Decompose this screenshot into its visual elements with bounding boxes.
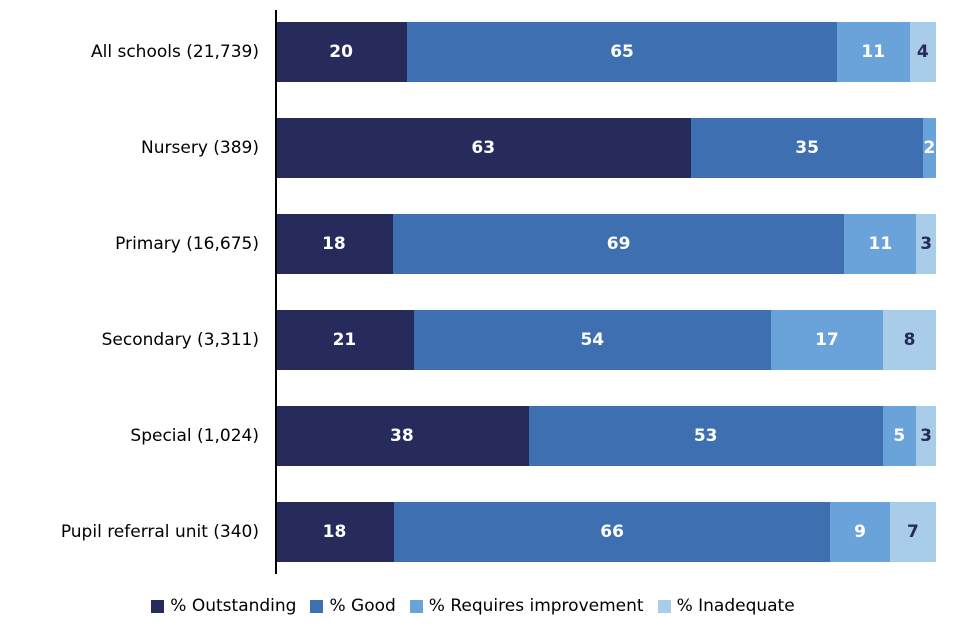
chart-row: Secondary (3,311) 21 54 17 8	[10, 310, 936, 370]
segment-value-label: 63	[471, 138, 496, 158]
legend-label: % Inadequate	[676, 596, 795, 616]
category-label: Pupil referral unit (340)	[60, 522, 259, 542]
bar-track: 20 65 11 4	[275, 22, 936, 82]
segment-value-label: 8	[903, 330, 916, 350]
segment-value-label: 21	[332, 330, 357, 350]
legend-item-good: % Good	[310, 596, 396, 616]
segment-value-label: 17	[815, 330, 839, 350]
legend-item-inadequate: % Inadequate	[657, 596, 795, 616]
legend-swatch-inadequate	[657, 599, 671, 613]
segment-value-label: 5	[893, 426, 906, 446]
bar-track: 21 54 17 8	[275, 310, 936, 370]
bar-segment-good: 65	[407, 22, 837, 82]
legend-swatch-requires-improvement	[409, 599, 423, 613]
segment-value-label: 38	[390, 426, 414, 446]
segment-value-label: 18	[322, 522, 347, 542]
segment-value-label: 11	[868, 234, 893, 254]
bar-segment-requires-improvement: 9	[830, 502, 890, 562]
segment-value-label: 54	[580, 330, 605, 350]
segment-value-label: 66	[600, 522, 624, 542]
bar-segment-good: 66	[393, 502, 831, 562]
segment-value-label: 3	[920, 426, 932, 446]
plot-area: All schools (21,739) 20 65 11 4 Nursery (389)…	[10, 6, 937, 580]
segment-value-label: 2	[923, 138, 936, 158]
segment-value-label: 53	[693, 426, 718, 446]
bar-track: 38 53 5 3	[275, 406, 937, 466]
bar-segment-good: 53	[528, 406, 883, 466]
segment-value-label: 9	[854, 522, 866, 542]
segment-value-label: 20	[329, 42, 353, 62]
segment-value-label: 11	[861, 42, 886, 62]
bar-segment-outstanding: 63	[275, 118, 692, 178]
segment-value-label: 3	[920, 234, 933, 254]
legend-label: % Good	[329, 596, 396, 616]
bar-segment-inadequate: 3	[916, 214, 936, 274]
legend-label: % Requires improvement	[428, 596, 644, 616]
bar-segment-outstanding: 18	[275, 214, 393, 274]
chart-row: Pupil referral unit (340) 18 66 9 7	[10, 502, 936, 562]
chart-row: All schools (21,739) 20 65 11 4	[10, 22, 936, 82]
bar-segment-inadequate: 3	[915, 406, 937, 466]
bar-segment-requires-improvement: 17	[770, 310, 884, 370]
segment-value-label: 35	[795, 138, 819, 158]
chart-row: Primary (16,675) 18 69 11 3	[10, 214, 936, 274]
bar-segment-good: 35	[691, 118, 923, 178]
segment-value-label: 69	[606, 234, 631, 254]
bar-segment-inadequate: 7	[889, 502, 936, 562]
bar-segment-requires-improvement: 2	[922, 118, 936, 178]
bar-track: 63 35 2	[275, 118, 936, 178]
segment-value-label: 65	[610, 42, 634, 62]
bar-segment-outstanding: 20	[275, 22, 408, 82]
bar-track: 18 66 9 7	[275, 502, 936, 562]
bar-track: 18 69 11 3	[275, 214, 936, 274]
chart-row: Special (1,024) 38 53 5 3	[10, 406, 937, 466]
bar-segment-outstanding: 18	[275, 502, 394, 562]
legend-swatch-outstanding	[151, 599, 165, 613]
category-label: Secondary (3,311)	[101, 330, 259, 350]
legend-swatch-good	[310, 599, 324, 613]
legend-item-outstanding: % Outstanding	[151, 596, 296, 616]
bar-segment-inadequate: 8	[883, 310, 936, 370]
chart-row: Nursery (389) 63 35 2	[10, 118, 936, 178]
category-label: All schools (21,739)	[91, 42, 259, 62]
bar-segment-outstanding: 21	[275, 310, 414, 370]
bar-segment-outstanding: 38	[275, 406, 529, 466]
bar-segment-requires-improvement: 5	[882, 406, 916, 466]
bar-segment-good: 69	[392, 214, 845, 274]
bar-segment-requires-improvement: 11	[844, 214, 917, 274]
category-label: Primary (16,675)	[115, 234, 259, 254]
legend-item-requires-improvement: % Requires improvement	[409, 596, 644, 616]
legend-label: % Outstanding	[170, 596, 297, 616]
bar-segment-requires-improvement: 11	[836, 22, 910, 82]
category-label: Nursery (389)	[141, 138, 259, 158]
bar-segment-good: 54	[413, 310, 771, 370]
category-label: Special (1,024)	[130, 426, 259, 446]
segment-value-label: 4	[916, 42, 929, 62]
bar-segment-inadequate: 4	[909, 22, 936, 82]
y-axis-line	[275, 10, 277, 574]
segment-value-label: 7	[906, 522, 919, 542]
segment-value-label: 18	[322, 234, 346, 254]
legend: % Outstanding % Good % Requires improvemen…	[10, 580, 936, 632]
